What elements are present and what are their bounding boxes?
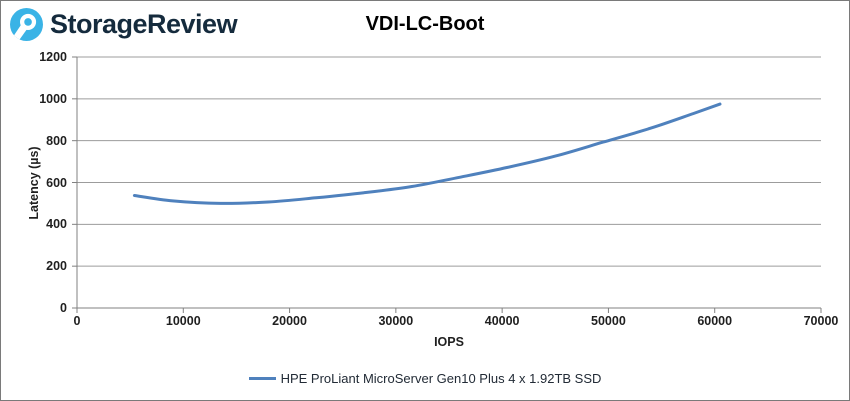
logo-wordmark: StorageReview <box>50 9 238 39</box>
legend-series-label: HPE ProLiant MicroServer Gen10 Plus 4 x … <box>280 370 602 386</box>
legend-line-swatch <box>248 376 276 380</box>
storagereview-logo: StorageReview <box>10 8 238 41</box>
x-axis-title: IOPS <box>434 335 464 349</box>
chart-title: VDI-LC-Boot <box>365 13 485 35</box>
series-line <box>132 102 722 205</box>
y-axis-title: Latency (µs) <box>27 146 41 220</box>
legend: HPE ProLiant MicroServer Gen10 Plus 4 x … <box>1 369 849 387</box>
storagereview-logo-icon <box>10 8 43 41</box>
